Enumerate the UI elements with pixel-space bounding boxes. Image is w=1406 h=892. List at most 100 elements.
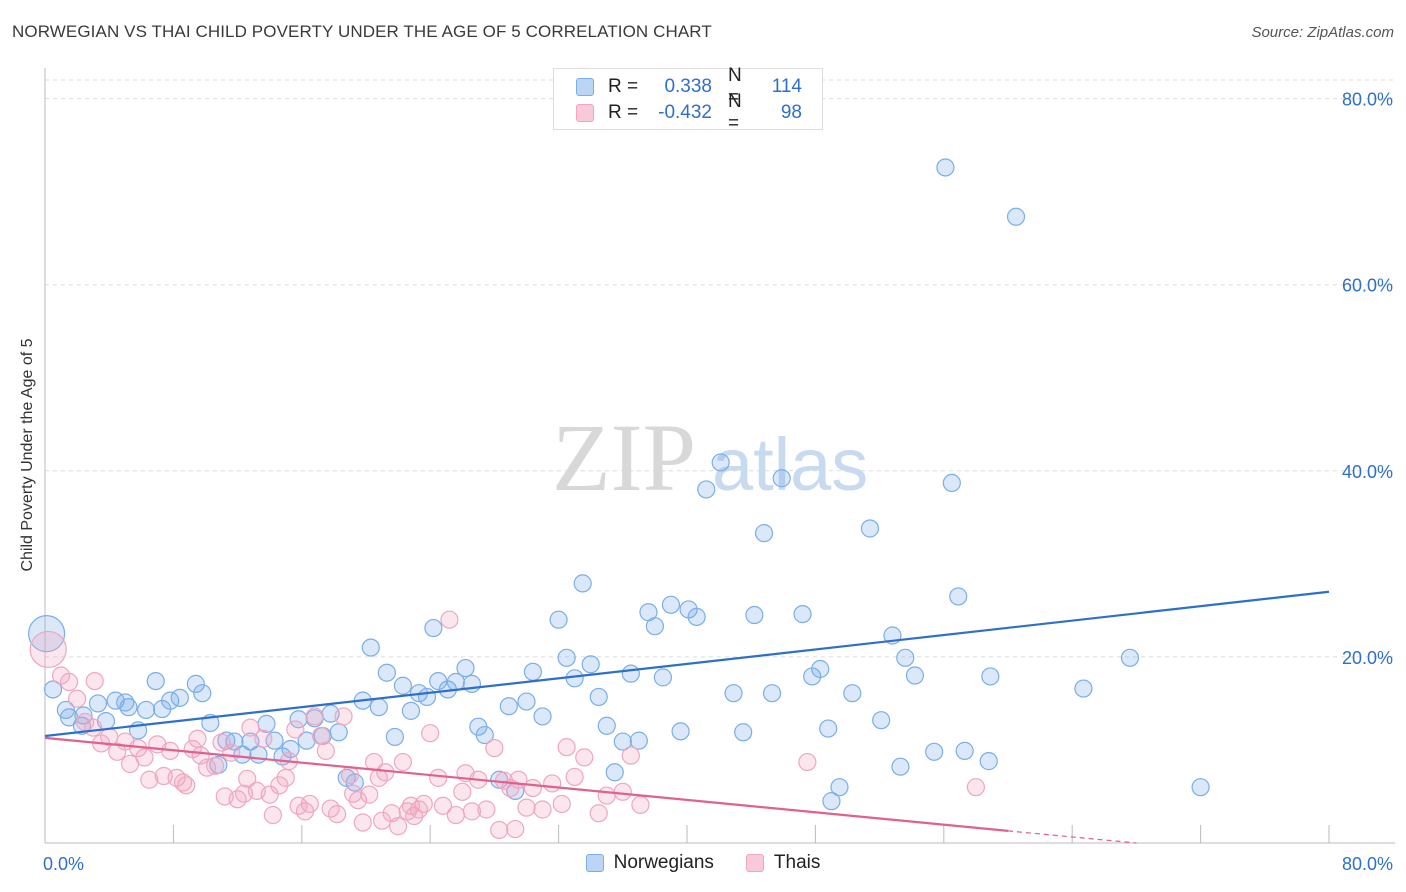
point-norwegians-70: [621, 664, 640, 683]
legend-label-thais: Thais: [773, 852, 821, 873]
point-norwegians-100: [925, 742, 944, 761]
point-norwegians-80: [711, 453, 730, 472]
point-thais-86: [543, 774, 562, 793]
legend-r-label: R =: [608, 76, 639, 97]
point-norwegians-42: [385, 727, 404, 747]
point-norwegians-51: [456, 658, 475, 678]
point-thais-69: [433, 796, 453, 815]
point-thais-40: [286, 720, 305, 739]
point-norwegians-87: [793, 604, 812, 624]
point-norwegians-26: [257, 714, 276, 733]
point-norwegians-23: [233, 745, 252, 764]
point-norwegians-106: [981, 667, 1000, 686]
point-thais-50: [340, 765, 360, 785]
point-thais-96: [798, 752, 817, 772]
point-thais-89: [565, 767, 584, 787]
point-norwegians-44: [401, 701, 421, 720]
legend-swatch-thais: [745, 854, 764, 872]
axes: [44, 68, 1395, 844]
point-thais-76: [477, 800, 496, 819]
point-thais-65: [409, 800, 429, 819]
series-thais-points: [29, 610, 986, 840]
point-thais-87: [552, 794, 571, 814]
point-thais-97: [966, 778, 986, 797]
point-norwegians-61: [549, 610, 568, 629]
point-thais-25: [206, 756, 225, 775]
point-norwegians-6: [88, 694, 108, 713]
point-thais-68: [429, 768, 448, 787]
point-thais-54: [360, 785, 379, 804]
point-norwegians-13: [146, 671, 165, 691]
point-thais-81: [506, 819, 525, 839]
point-norwegians-41: [377, 663, 396, 682]
point-thais-84: [523, 779, 543, 798]
point-thais-78: [490, 820, 509, 840]
point-norwegians-22: [225, 732, 244, 751]
point-norwegians-59: [523, 662, 543, 681]
point-norwegians-107: [1006, 207, 1026, 226]
point-norwegians-16: [170, 688, 189, 707]
point-norwegians-40: [369, 698, 388, 717]
point-norwegians-84: [754, 524, 774, 543]
point-thais-70: [440, 610, 459, 629]
point-thais-52: [348, 791, 368, 810]
x-tick-label-1: 80.0%: [1342, 854, 1393, 874]
legend-r-value: 0.338: [664, 76, 712, 97]
chart-source: Source: ZipAtlas.com: [1251, 24, 1394, 41]
legend-row-norwegians: R = 0.338 N = 114: [576, 65, 802, 108]
point-norwegians-90: [819, 719, 838, 738]
point-thais-35: [260, 785, 279, 804]
point-norwegians-12: [137, 700, 156, 720]
point-norwegians-56: [499, 697, 518, 716]
point-thais-44: [305, 707, 324, 726]
point-norwegians-47: [424, 618, 443, 638]
point-norwegians-10: [119, 698, 138, 717]
point-norwegians-67: [597, 716, 616, 735]
point-norwegians-93: [843, 684, 862, 703]
legend-n-value: 98: [780, 102, 802, 123]
point-norwegians-92: [830, 778, 849, 797]
legend-label-norwegians: Norwegians: [613, 852, 714, 873]
point-norwegians-89: [811, 659, 830, 679]
x-tick-label-0: 0.0%: [43, 854, 84, 874]
point-thais-49: [334, 707, 353, 726]
legend-r-value: -0.432: [658, 102, 712, 123]
point-thais-2: [59, 672, 79, 692]
point-thais-74: [462, 802, 482, 821]
gridlines: [45, 79, 1395, 658]
point-norwegians-102: [942, 473, 961, 493]
point-thais-77: [485, 738, 504, 758]
point-thais-90: [575, 748, 594, 767]
point-norwegians-68: [605, 763, 624, 782]
y-tick-label-3: 80.0%: [1342, 90, 1393, 110]
point-thais-95: [631, 795, 650, 814]
point-thais-28: [222, 743, 241, 762]
point-norwegians-108: [1074, 679, 1093, 698]
point-norwegians-58: [517, 692, 536, 711]
point-norwegians-35: [329, 723, 348, 742]
point-norwegians-75: [661, 595, 681, 614]
point-thais-72: [453, 782, 472, 801]
point-norwegians-27: [265, 731, 284, 750]
point-thais-0: [29, 630, 67, 669]
point-norwegians-43: [393, 676, 413, 695]
point-norwegians-54: [475, 725, 494, 745]
point-thais-88: [557, 738, 576, 757]
point-norwegians-60: [533, 707, 552, 726]
watermark-atlas: atlas: [712, 423, 868, 506]
point-norwegians-83: [745, 605, 764, 625]
legend-row-thais: R = -0.432 N = 98: [576, 91, 802, 134]
legend-n-value: 114: [771, 76, 802, 97]
point-thais-92: [597, 786, 616, 805]
point-norwegians-95: [872, 711, 891, 730]
point-thais-61: [393, 752, 413, 772]
point-norwegians-5: [74, 706, 93, 725]
legend-n-label: N =: [728, 65, 742, 108]
point-norwegians-62: [557, 648, 576, 667]
point-norwegians-64: [573, 574, 592, 593]
legend-item-norwegians: Norwegians: [585, 852, 714, 874]
point-norwegians-103: [949, 587, 968, 606]
point-thais-83: [517, 798, 536, 817]
watermark: ZIP atlas: [552, 404, 868, 511]
point-norwegians-86: [772, 469, 791, 488]
